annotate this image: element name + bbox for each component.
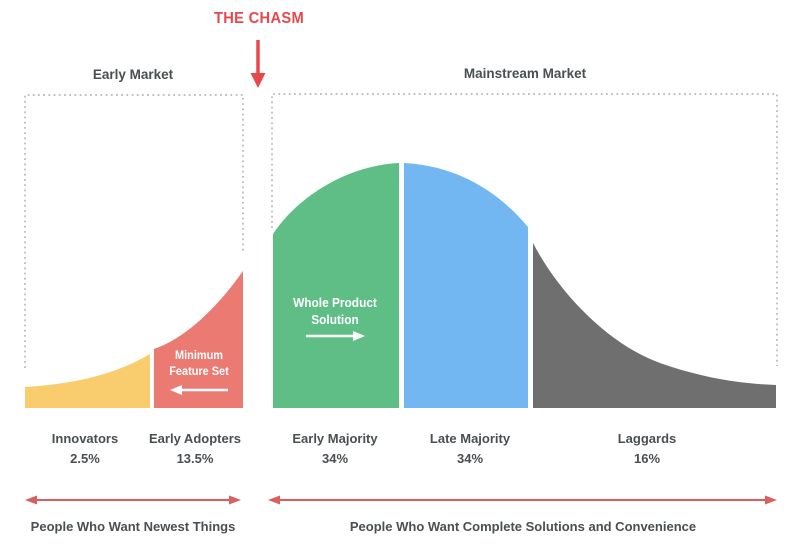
segment-percent: 16% xyxy=(633,451,661,466)
mainstream-range-arrow-left-head-icon xyxy=(268,495,280,505)
whole-product-line1: Whole Product xyxy=(293,296,377,310)
segment-name: Laggards xyxy=(617,431,677,446)
segment-name: Early Adopters xyxy=(149,431,241,446)
early-market-footer-caption: People Who Want Newest Things xyxy=(30,519,236,534)
minimum-feature-line1: Minimum xyxy=(175,350,223,362)
mainstream-footer-caption: People Who Want Complete Solutions and C… xyxy=(349,519,697,534)
laggards-segment-shape xyxy=(533,243,776,408)
late-majority-segment-shape xyxy=(404,163,528,408)
innovators-segment-shape xyxy=(25,354,150,408)
mainstream-market-dotted-box xyxy=(271,93,778,366)
segment-name: Early Majority xyxy=(292,431,378,446)
whole-product-solution-annotation: Whole Product Solution xyxy=(273,295,397,329)
minimum-feature-left-arrow-head-icon xyxy=(170,385,182,395)
segment-name: Innovators xyxy=(51,431,119,446)
chasm-down-arrow-head-icon xyxy=(250,73,266,88)
early-market-range-arrow-left-head-icon xyxy=(25,495,37,505)
minimum-feature-set-annotation: Minimum Feature Set xyxy=(152,348,247,380)
early-market-range-arrow-right-head-icon xyxy=(229,495,241,505)
whole-product-right-arrow-head-icon xyxy=(353,331,365,341)
whole-product-line2: Solution xyxy=(311,313,359,327)
segment-percent: 2.5% xyxy=(70,451,100,466)
early-majority-segment-shape xyxy=(273,163,399,408)
minimum-feature-line2: Feature Set xyxy=(169,366,229,378)
chasm-title: THE CHASM xyxy=(214,10,304,27)
mainstream-range-arrow-right-head-icon xyxy=(765,495,777,505)
early-majority-label: Early Majority 34% xyxy=(270,429,400,469)
segment-percent: 34% xyxy=(456,451,484,466)
innovators-label: Innovators 2.5% xyxy=(20,429,150,469)
early-adopters-label: Early Adopters 13.5% xyxy=(130,429,260,469)
laggards-label: Laggards 16% xyxy=(582,429,712,469)
segment-percent: 34% xyxy=(321,451,349,466)
segment-name: Late Majority xyxy=(429,431,511,446)
early-market-dotted-box xyxy=(24,94,244,368)
early-market-label: Early Market xyxy=(92,67,174,82)
early-adopters-segment-shape xyxy=(154,271,243,408)
late-majority-label: Late Majority 34% xyxy=(405,429,535,469)
mainstream-market-label: Mainstream Market xyxy=(463,66,587,81)
segment-percent: 13.5% xyxy=(176,451,214,466)
